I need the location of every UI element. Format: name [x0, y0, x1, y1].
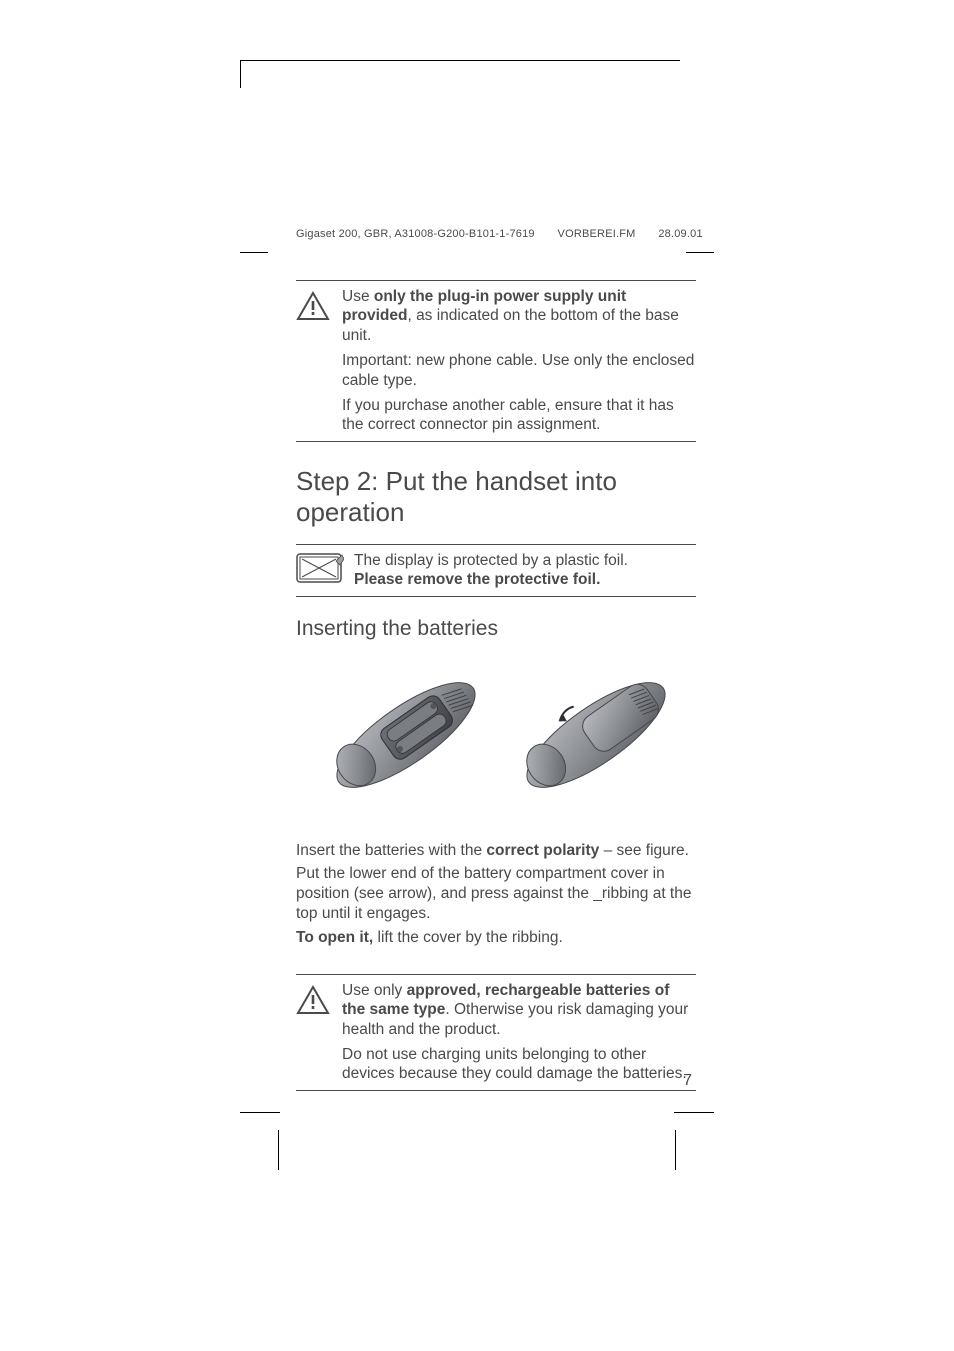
text: Use: [342, 288, 374, 305]
instruction-p1: Insert the batteries with the correct po…: [296, 841, 696, 861]
text-bold: To open it,: [296, 929, 373, 946]
step-heading: Step 2: Put the handset into operation: [296, 466, 696, 528]
content-area: Use only the plug-in power supply unit p…: [296, 280, 696, 1115]
header-file: VORBEREI.FM: [558, 228, 636, 240]
warning-icon: [296, 287, 342, 435]
info-text: The display is protected by a plastic fo…: [354, 551, 696, 590]
page: Gigaset 200, GBR, A31008-G200-B101-1-761…: [0, 0, 954, 1351]
crop-mark: [686, 252, 714, 253]
crop-mark: [240, 60, 680, 61]
display-foil-icon: [296, 551, 354, 590]
warning-p1: Use only the plug-in power supply unit p…: [342, 287, 696, 345]
instruction-text: Insert the batteries with the correct po…: [296, 841, 696, 948]
instruction-p3: To open it, lift the cover by the ribbin…: [296, 928, 696, 948]
handset-battery-figure: [296, 655, 696, 825]
text: Use only: [342, 982, 407, 999]
text-bold: correct polarity: [486, 842, 599, 859]
info-callout-foil: The display is protected by a plastic fo…: [296, 544, 696, 597]
warning-p2: Important: new phone cable. Use only the…: [342, 351, 696, 390]
header-date: 28.09.01: [658, 228, 702, 240]
crop-mark: [240, 60, 241, 88]
warning-p1: Use only approved, rechargeable batterie…: [342, 981, 696, 1039]
warning-p3: If you purchase another cable, ensure th…: [342, 396, 696, 435]
crop-mark: [240, 1112, 280, 1113]
crop-mark: [278, 1130, 279, 1170]
instruction-p2: Put the lower end of the battery compart…: [296, 864, 696, 923]
warning-text: Use only approved, rechargeable batterie…: [342, 981, 696, 1084]
warning-text: Use only the plug-in power supply unit p…: [342, 287, 696, 435]
running-header: Gigaset 200, GBR, A31008-G200-B101-1-761…: [296, 228, 703, 240]
text-bold: Please remove the protective foil.: [354, 571, 600, 588]
text: lift the cover by the ribbing.: [373, 929, 563, 946]
warning-callout-batteries: Use only approved, rechargeable batterie…: [296, 974, 696, 1091]
text: – see figure.: [599, 842, 689, 859]
text: Insert the batteries with the: [296, 842, 486, 859]
crop-mark: [675, 1130, 676, 1170]
crop-mark: [240, 252, 268, 253]
page-number: 7: [683, 1072, 692, 1090]
crop-mark: [674, 1112, 714, 1113]
header-doc-id: Gigaset 200, GBR, A31008-G200-B101-1-761…: [296, 228, 535, 240]
warning-icon: [296, 981, 342, 1084]
warning-p2: Do not use charging units belonging to o…: [342, 1045, 696, 1084]
warning-callout-power: Use only the plug-in power supply unit p…: [296, 280, 696, 442]
subheading-batteries: Inserting the batteries: [296, 617, 696, 641]
text: The display is protected by a plastic fo…: [354, 552, 628, 569]
